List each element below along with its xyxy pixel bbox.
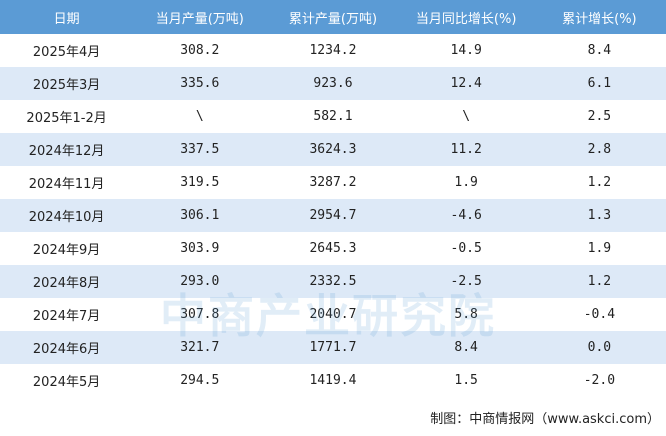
table-cell: 335.6 bbox=[133, 67, 267, 100]
table-row: 2025年3月 335.6 923.6 12.4 6.1 bbox=[0, 67, 666, 100]
table-cell: 2954.7 bbox=[266, 199, 400, 232]
table-cell: 3287.2 bbox=[266, 166, 400, 199]
table-cell: 337.5 bbox=[133, 133, 267, 166]
table-row: 2024年6月 321.7 1771.7 8.4 0.0 bbox=[0, 331, 666, 364]
table-row: 2024年9月 303.9 2645.3 -0.5 1.9 bbox=[0, 232, 666, 265]
table-cell: 8.4 bbox=[532, 34, 666, 67]
table-cell: 8.4 bbox=[399, 331, 533, 364]
table-cell: 2024年10月 bbox=[0, 199, 134, 232]
data-table: 日期 当月产量(万吨) 累计产量(万吨) 当月同比增长(%) 累计增长(%) 2025年… bbox=[0, 0, 666, 397]
table-cell: 319.5 bbox=[133, 166, 267, 199]
table-cell: \ bbox=[133, 100, 267, 133]
table-cell: 1.2 bbox=[532, 166, 666, 199]
table-cell: 582.1 bbox=[266, 100, 400, 133]
table-cell: 923.6 bbox=[266, 67, 400, 100]
table-cell: 1771.7 bbox=[266, 331, 400, 364]
table-cell: 294.5 bbox=[133, 364, 267, 397]
table-cell: 2332.5 bbox=[266, 265, 400, 298]
header-cell: 当月产量(万吨) bbox=[133, 0, 267, 34]
table-cell: 2645.3 bbox=[266, 232, 400, 265]
table-cell: 1234.2 bbox=[266, 34, 400, 67]
table-cell: 321.7 bbox=[133, 331, 267, 364]
table-body: 2025年4月 308.2 1234.2 14.9 8.4 2025年3月 335.6 923… bbox=[0, 34, 666, 397]
table-cell: 12.4 bbox=[399, 67, 533, 100]
table-cell: 2024年5月 bbox=[0, 364, 134, 397]
table-row: 2024年11月 319.5 3287.2 1.9 1.2 bbox=[0, 166, 666, 199]
table-cell: 6.1 bbox=[532, 67, 666, 100]
table-cell: -4.6 bbox=[399, 199, 533, 232]
table-row: 2025年4月 308.2 1234.2 14.9 8.4 bbox=[0, 34, 666, 67]
header-cell: 日期 bbox=[0, 0, 134, 34]
table-row: 2024年7月 307.8 2040.7 5.8 -0.4 bbox=[0, 298, 666, 331]
table-cell: 1419.4 bbox=[266, 364, 400, 397]
table-cell: 308.2 bbox=[133, 34, 267, 67]
table-cell: 2024年8月 bbox=[0, 265, 134, 298]
table-cell: 2024年6月 bbox=[0, 331, 134, 364]
table-cell: 307.8 bbox=[133, 298, 267, 331]
table-cell: 2025年3月 bbox=[0, 67, 134, 100]
table-row: 2024年8月 293.0 2332.5 -2.5 1.2 bbox=[0, 265, 666, 298]
table-cell: 1.9 bbox=[532, 232, 666, 265]
header-cell: 当月同比增长(%) bbox=[399, 0, 533, 34]
table-cell: 5.8 bbox=[399, 298, 533, 331]
table-cell: 3624.3 bbox=[266, 133, 400, 166]
table-cell: 14.9 bbox=[399, 34, 533, 67]
header-row: 日期 当月产量(万吨) 累计产量(万吨) 当月同比增长(%) 累计增长(%) bbox=[0, 0, 666, 34]
table-cell: 1.2 bbox=[532, 265, 666, 298]
table-cell: \ bbox=[399, 100, 533, 133]
table-row: 2024年10月 306.1 2954.7 -4.6 1.3 bbox=[0, 199, 666, 232]
header-cell: 累计增长(%) bbox=[532, 0, 666, 34]
table-cell: 2024年9月 bbox=[0, 232, 134, 265]
table-cell: 1.5 bbox=[399, 364, 533, 397]
table-cell: 11.2 bbox=[399, 133, 533, 166]
table-cell: 1.3 bbox=[532, 199, 666, 232]
table-cell: -2.5 bbox=[399, 265, 533, 298]
table-cell: 2025年4月 bbox=[0, 34, 134, 67]
table-row: 2024年12月 337.5 3624.3 11.2 2.8 bbox=[0, 133, 666, 166]
table-cell: 306.1 bbox=[133, 199, 267, 232]
table-cell: 1.9 bbox=[399, 166, 533, 199]
table-cell: 2024年7月 bbox=[0, 298, 134, 331]
table-cell: 2024年11月 bbox=[0, 166, 134, 199]
table-cell: -0.5 bbox=[399, 232, 533, 265]
table-cell: 293.0 bbox=[133, 265, 267, 298]
table-cell: -0.4 bbox=[532, 298, 666, 331]
table-cell: 0.0 bbox=[532, 331, 666, 364]
table-cell: 2040.7 bbox=[266, 298, 400, 331]
table-cell: 2025年1-2月 bbox=[0, 100, 134, 133]
table-cell: 2024年12月 bbox=[0, 133, 134, 166]
table-row: 2024年5月 294.5 1419.4 1.5 -2.0 bbox=[0, 364, 666, 397]
table-cell: 303.9 bbox=[133, 232, 267, 265]
table-cell: 2.8 bbox=[532, 133, 666, 166]
table-cell: 2.5 bbox=[532, 100, 666, 133]
header-cell: 累计产量(万吨) bbox=[266, 0, 400, 34]
table-row: 2025年1-2月 \ 582.1 \ 2.5 bbox=[0, 100, 666, 133]
source-note: 制图：中商情报网（www.askci.com） bbox=[430, 412, 660, 427]
table-cell: -2.0 bbox=[532, 364, 666, 397]
